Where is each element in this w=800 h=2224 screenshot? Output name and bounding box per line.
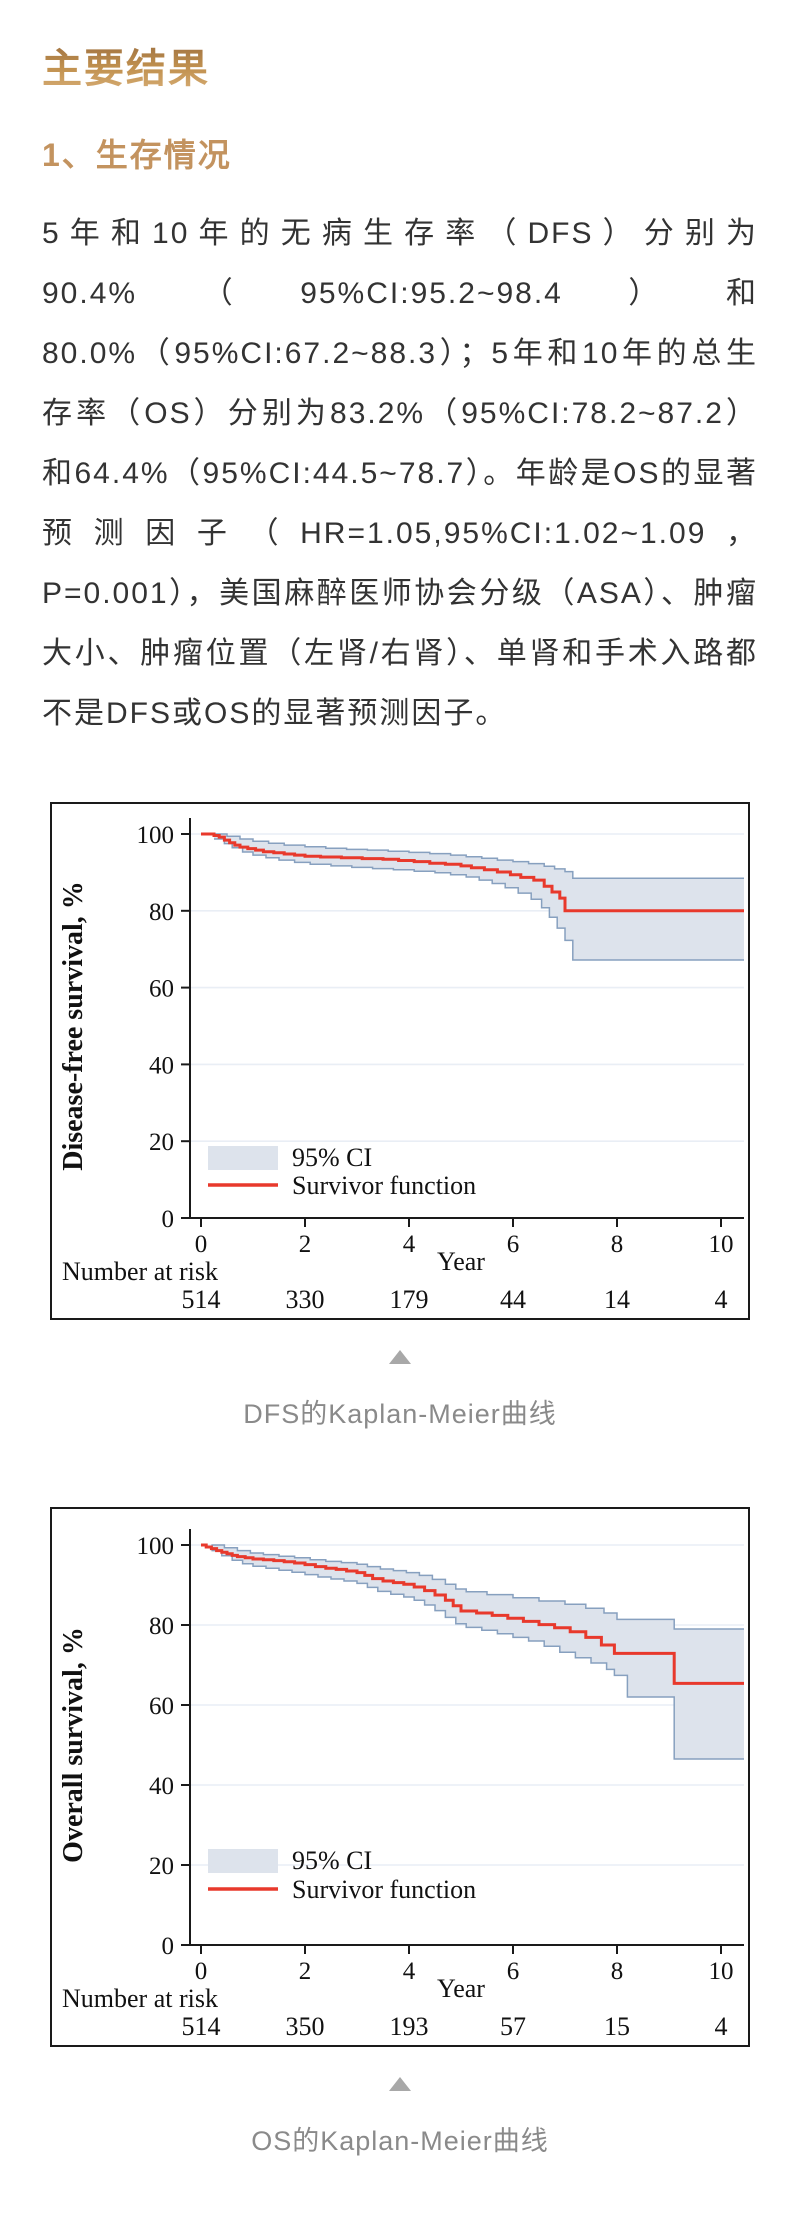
tick-labels: 0 20 40 60 80 100 0 2 4 6 8 10 <box>137 822 734 1258</box>
os-caption-block: OS的Kaplan-Meier曲线 <box>42 2077 758 2158</box>
os-chart-canvas: 0 20 40 60 80 100 0 2 4 6 8 10 Overall survival, % Ye… <box>58 1529 744 2041</box>
number-at-risk-value: 14 <box>604 1285 630 1314</box>
dfs-chart-caption: DFS的Kaplan-Meier曲线 <box>243 1399 557 1429</box>
tick-labels: 0 20 40 60 80 100 0 2 4 6 8 10 <box>137 1533 734 1985</box>
svg-text:2: 2 <box>299 1958 312 1985</box>
svg-text:4: 4 <box>403 1231 416 1258</box>
number-at-risk-value: 4 <box>715 2012 728 2041</box>
legend-ci-label: 95% CI <box>292 1143 372 1172</box>
svg-text:6: 6 <box>507 1958 520 1985</box>
number-at-risk-value: 15 <box>604 2012 630 2041</box>
svg-text:80: 80 <box>149 899 174 926</box>
legend-line-label: Survivor function <box>292 1875 476 1904</box>
dfs-km-chart-figure: 0 20 40 60 80 100 0 2 4 6 8 10 Disease-free survival… <box>50 802 750 1320</box>
os-km-chart-figure: 0 20 40 60 80 100 0 2 4 6 8 10 Overall survival, % Ye… <box>50 1507 750 2047</box>
number-at-risk-value: 330 <box>286 1285 325 1314</box>
svg-text:100: 100 <box>137 1533 175 1560</box>
ci-upper-line <box>214 833 744 879</box>
legend-line-label: Survivor function <box>292 1171 476 1200</box>
axes <box>181 818 744 1227</box>
number-at-risk-value: 44 <box>500 1285 526 1314</box>
number-at-risk-value: 514 <box>182 2012 221 2041</box>
svg-text:80: 80 <box>149 1613 174 1640</box>
survivor-line <box>201 832 744 913</box>
ci-upper-line <box>211 1544 744 1630</box>
svg-text:0: 0 <box>195 1231 208 1258</box>
number-at-risk-value: 350 <box>286 2012 325 2041</box>
number-at-risk-title: Number at risk <box>62 1257 218 1286</box>
svg-text:100: 100 <box>137 822 175 849</box>
svg-text:20: 20 <box>149 1853 174 1880</box>
svg-text:60: 60 <box>149 976 174 1003</box>
svg-text:40: 40 <box>149 1773 174 1800</box>
svg-text:4: 4 <box>403 1958 416 1985</box>
number-at-risk-title: Number at risk <box>62 1984 218 2013</box>
svg-text:8: 8 <box>611 1958 624 1985</box>
dfs-caption-block: DFS的Kaplan-Meier曲线 <box>42 1350 758 1431</box>
svg-text:0: 0 <box>195 1958 208 1985</box>
svg-text:6: 6 <box>507 1231 520 1258</box>
legend-ci-swatch <box>208 1849 278 1873</box>
section-heading: 主要结果 <box>42 36 758 94</box>
survivor-line <box>201 1543 744 1685</box>
svg-text:20: 20 <box>149 1129 174 1156</box>
caption-triangle-icon <box>389 2077 411 2091</box>
legend-ci-label: 95% CI <box>292 1846 372 1875</box>
svg-text:10: 10 <box>709 1231 734 1258</box>
legend-ci-swatch <box>208 1146 278 1170</box>
svg-text:10: 10 <box>709 1958 734 1985</box>
ci-lower-line <box>211 1549 744 1760</box>
y-axis-title: Overall survival, % <box>58 1627 89 1863</box>
number-at-risk-value: 4 <box>715 1285 728 1314</box>
svg-text:40: 40 <box>149 1052 174 1079</box>
y-axis-title: Disease-free survival, % <box>58 881 89 1171</box>
dfs-chart-canvas: 0 20 40 60 80 100 0 2 4 6 8 10 Disease-free survival… <box>58 818 744 1314</box>
results-paragraph: 5年和10年的无病生存率（DFS）分别为90.4%（95%CI:95.2~98.… <box>42 217 758 730</box>
number-at-risk-value: 179 <box>390 1285 429 1314</box>
svg-text:60: 60 <box>149 1693 174 1720</box>
number-at-risk-value: 193 <box>390 2012 429 2041</box>
subsection-heading: 1、生存情况 <box>42 137 232 173</box>
x-axis-title: Year <box>437 1247 485 1276</box>
x-axis-title: Year <box>437 1974 485 2003</box>
axes <box>181 1529 744 1954</box>
caption-triangle-icon <box>389 1350 411 1364</box>
svg-text:0: 0 <box>162 1206 175 1233</box>
svg-text:0: 0 <box>162 1933 175 1960</box>
number-at-risk-value: 57 <box>500 2012 526 2041</box>
ci-lower-line <box>214 838 744 961</box>
svg-text:2: 2 <box>299 1231 312 1258</box>
number-at-risk-value: 514 <box>182 1285 221 1314</box>
os-chart-caption: OS的Kaplan-Meier曲线 <box>251 2126 549 2156</box>
svg-text:8: 8 <box>611 1231 624 1258</box>
